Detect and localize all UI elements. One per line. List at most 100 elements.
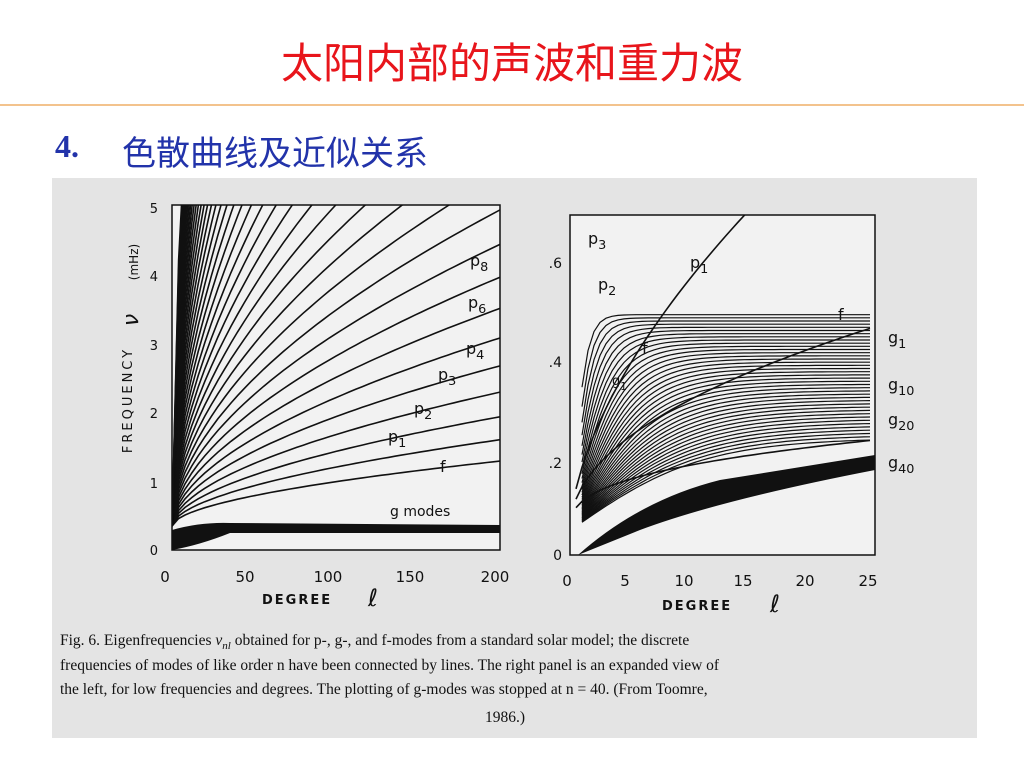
- curve-subscript: 3: [448, 374, 456, 389]
- mode-curve: [581, 352, 870, 490]
- mode-curve: [581, 439, 871, 523]
- mode-curve: [172, 205, 264, 527]
- mode-curve: [581, 367, 870, 502]
- g-mode-band: [578, 455, 875, 555]
- curve-letter: p: [588, 229, 598, 248]
- y-tick-label: 0: [150, 544, 158, 559]
- p-mode-curve: [575, 215, 746, 490]
- curve-subscript: 2: [424, 408, 432, 423]
- caption-line: the left, for low frequencies and degree…: [60, 681, 708, 698]
- mode-curve: [581, 374, 870, 506]
- x-tick-label: 150: [396, 568, 425, 586]
- mode-curve: [172, 205, 337, 527]
- curve-subscript: 8: [480, 260, 488, 275]
- mode-curve: [581, 345, 870, 483]
- mode-curve: [581, 393, 870, 513]
- mode-curve: [581, 371, 870, 504]
- curve-label: g1: [888, 328, 906, 352]
- mode-curve: [172, 307, 500, 527]
- y-tick-label: 3: [150, 339, 158, 354]
- x-axis-symbol: ℓ: [769, 590, 780, 618]
- mode-curve: [172, 205, 235, 527]
- curve-letter: p: [468, 293, 478, 312]
- mode-curve: [581, 317, 870, 407]
- x-tick-label: 10: [674, 572, 693, 590]
- x-axis-symbol: ℓ: [367, 584, 378, 612]
- p-mode-curve: [575, 439, 871, 509]
- caption-line: 1986.): [485, 709, 525, 726]
- curve-letter: p: [388, 427, 398, 446]
- curve-letter: g: [888, 453, 898, 472]
- mode-curve: [172, 243, 500, 527]
- y-tick-label: .4: [549, 355, 562, 371]
- mode-curve: [581, 413, 871, 519]
- mode-curve: [172, 365, 500, 527]
- y-tick-label: 5: [150, 202, 158, 217]
- curve-subscript: 1: [398, 436, 406, 451]
- y-tick-label: 2: [150, 407, 158, 422]
- p-mode-curve: [575, 327, 871, 500]
- caption-line: Fig. 6. Eigenfrequencies νnl obtained fo…: [60, 632, 689, 652]
- mode-curve: [581, 329, 870, 455]
- section-number: 4.: [55, 128, 79, 164]
- y-tick-label: 4: [150, 270, 158, 285]
- mode-curve: [581, 429, 871, 522]
- mode-curve: [581, 364, 870, 500]
- mode-curve: [581, 387, 870, 511]
- mode-curve: [172, 205, 253, 527]
- curve-letter: g: [888, 375, 898, 394]
- curve-subscript: 40: [898, 462, 914, 477]
- mode-curve: [581, 314, 870, 388]
- mode-curve: [581, 336, 870, 469]
- mode-curve: [581, 348, 870, 487]
- mode-curve: [581, 432, 871, 522]
- curve-subscript: 4: [476, 348, 484, 363]
- mode-curve: [172, 205, 278, 527]
- curve-subscript: 6: [478, 302, 486, 317]
- mode-curve: [172, 205, 313, 527]
- curve-label: g40: [888, 453, 914, 477]
- mode-curve: [172, 438, 500, 527]
- mode-curve: [581, 339, 870, 474]
- curve-label: f: [838, 305, 844, 324]
- y-tick-label: 0: [553, 548, 562, 564]
- mode-curve: [581, 355, 870, 493]
- curve-letter: p: [466, 339, 476, 358]
- x-tick-label: 0: [562, 572, 572, 590]
- mode-curve: [581, 400, 871, 515]
- caption-text: Fig. 6. Eigenfrequencies: [60, 632, 215, 649]
- curve-label: p8: [470, 251, 488, 275]
- x-axis-label: DEGREE: [262, 593, 332, 608]
- mode-curve: [581, 403, 871, 516]
- caption-symbol: ν: [215, 632, 222, 649]
- y-tick-label: .2: [549, 456, 562, 472]
- mode-curve: [581, 380, 870, 509]
- x-tick-label: 0: [160, 568, 170, 586]
- curve-label: p1: [388, 427, 406, 451]
- mode-curve: [172, 205, 367, 527]
- mode-curve: [581, 409, 871, 518]
- section-title: 色散曲线及近似关系: [122, 136, 428, 173]
- curve-label: g20: [888, 410, 914, 434]
- curve-subscript: 2: [608, 284, 616, 299]
- curve-label: p3: [438, 365, 456, 389]
- mode-curve: [172, 337, 500, 527]
- curve-letter: g: [888, 328, 898, 347]
- mode-curve: [581, 383, 870, 510]
- curve-subscript: 1: [620, 381, 627, 393]
- caption-symbol-sub: nl: [222, 640, 231, 652]
- mode-curve: [581, 396, 870, 514]
- mode-curve: [581, 361, 870, 498]
- curve-label: p4: [466, 339, 484, 363]
- curve-label: p1: [690, 253, 708, 277]
- x-axis-label: DEGREE: [662, 599, 732, 614]
- x-tick-label: 25: [858, 572, 877, 590]
- mode-curve: [172, 205, 294, 527]
- mode-curve: [581, 416, 871, 519]
- mode-curve: [581, 333, 870, 463]
- left-curves: [172, 205, 500, 550]
- curve-subscript: 10: [898, 384, 914, 399]
